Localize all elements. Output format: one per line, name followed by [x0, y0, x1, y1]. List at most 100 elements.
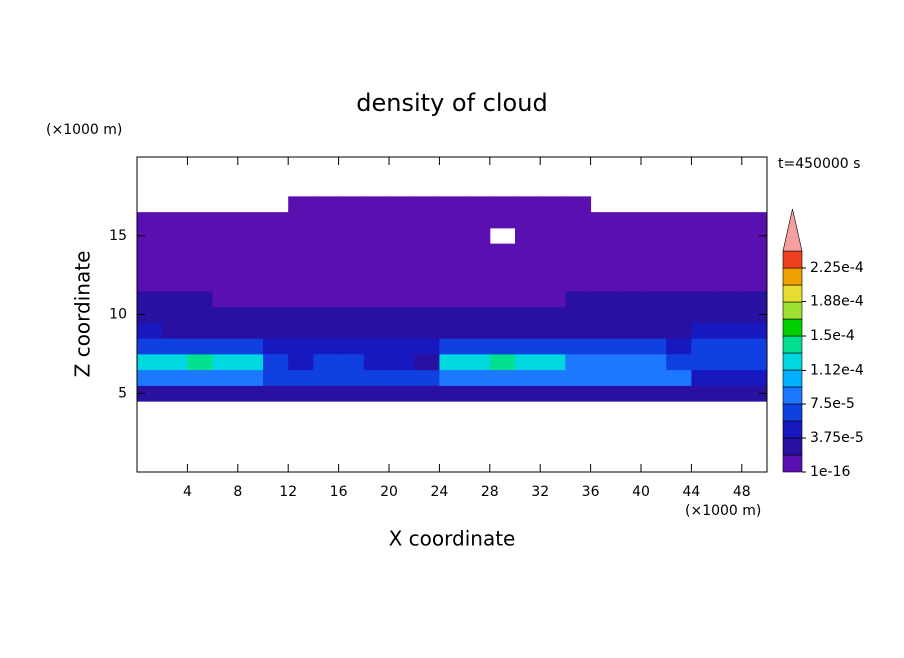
contour-cell: [212, 243, 239, 260]
contour-cell: [414, 212, 440, 229]
contour-cell: [741, 306, 768, 323]
subtitle: t=450000 s: [778, 156, 860, 172]
y-tick-label: 10: [109, 307, 127, 323]
contour-cell: [288, 227, 314, 245]
contour-cell: [414, 275, 440, 292]
contour-cell: [313, 385, 340, 402]
contour-cell: [489, 275, 516, 292]
contour-cell: [615, 212, 642, 229]
contour-cell: [691, 338, 718, 355]
contour-cell: [641, 338, 667, 355]
contour-cell: [489, 306, 516, 323]
contour-cell: [515, 290, 541, 308]
contour-cell: [716, 385, 743, 402]
contour-cell: [641, 306, 667, 323]
contour-cell: [716, 243, 743, 260]
contour-cell: [540, 290, 566, 308]
contour-cell: [137, 322, 163, 339]
contour-cell: [363, 196, 390, 213]
contour-cell: [288, 243, 314, 260]
contour-cell: [666, 369, 692, 386]
contour-cell: [565, 196, 592, 213]
contour-cell: [439, 306, 466, 323]
contour-cell: [615, 227, 642, 245]
contour-cell: [338, 196, 365, 213]
contour-cell: [389, 196, 415, 213]
contour-cell: [540, 227, 566, 245]
contour-cell: [187, 243, 214, 260]
contour-cell: [137, 212, 163, 229]
contour-cell: [439, 212, 466, 229]
contour-cell: [489, 290, 516, 308]
contour-cell: [187, 385, 214, 402]
contour-cell: [565, 227, 592, 245]
contour-cell: [641, 275, 667, 292]
contour-cell: [137, 290, 163, 308]
contour-cell: [162, 290, 188, 308]
contour-cell: [515, 306, 541, 323]
contour-cell: [162, 243, 188, 260]
contour-cell: [741, 322, 768, 339]
contour-cell: [464, 385, 491, 402]
contour-cell: [263, 227, 289, 245]
contour-cell: [615, 353, 642, 371]
contour-cell: [641, 369, 667, 386]
contour-cell: [590, 243, 617, 260]
contour-cell: [237, 227, 264, 245]
colorbar-box: [782, 250, 803, 269]
contour-cell: [515, 322, 541, 339]
contour-cell: [489, 196, 516, 213]
contour-cell: [313, 259, 340, 276]
contour-cell: [540, 369, 566, 386]
contour-cell: [716, 306, 743, 323]
contour-cell: [741, 385, 768, 402]
colorbar-label: 1.12e-4: [810, 362, 864, 378]
contour-cell: [263, 243, 289, 260]
contour-cell: [666, 243, 692, 260]
contour-cell: [515, 227, 541, 245]
colorbar-label: 7.5e-5: [810, 396, 855, 412]
contour-cell: [338, 275, 365, 292]
contour-cell: [540, 196, 566, 213]
contour-cell: [515, 212, 541, 229]
contour-cell: [237, 369, 264, 386]
contour-cell: [741, 227, 768, 245]
contour-cell: [666, 306, 692, 323]
contour-cell: [590, 212, 617, 229]
contour-cell: [691, 227, 718, 245]
contour-cell: [515, 243, 541, 260]
contour-cell: [464, 306, 491, 323]
contour-cell: [363, 212, 390, 229]
contour-cell: [464, 259, 491, 276]
contour-cell: [515, 353, 541, 371]
contour-cell: [515, 385, 541, 402]
contour-cell: [212, 275, 239, 292]
contour-cell: [414, 322, 440, 339]
contour-cell: [515, 259, 541, 276]
contour-cell: [565, 290, 592, 308]
contour-cell: [313, 212, 340, 229]
colorbar-label: 1.88e-4: [810, 294, 864, 310]
contour-cell: [615, 259, 642, 276]
contour-cell: [439, 275, 466, 292]
contour-cell: [691, 243, 718, 260]
contour-cell: [666, 322, 692, 339]
contour-cell: [489, 338, 516, 355]
contour-cell: [263, 385, 289, 402]
contour-cell: [389, 275, 415, 292]
contour-cell: [489, 385, 516, 402]
contour-cell: [691, 259, 718, 276]
contour-cell: [666, 385, 692, 402]
contour-cell: [414, 227, 440, 245]
contour-cell: [263, 306, 289, 323]
colorbar-box: [782, 420, 803, 439]
contour-cell: [237, 338, 264, 355]
x-tick-label: 32: [531, 484, 549, 500]
colorbar-box: [782, 437, 803, 456]
contour-cell: [414, 259, 440, 276]
colorbar-box: [782, 352, 803, 371]
contour-cell: [439, 259, 466, 276]
contour-cell: [212, 322, 239, 339]
contour-cell: [666, 212, 692, 229]
